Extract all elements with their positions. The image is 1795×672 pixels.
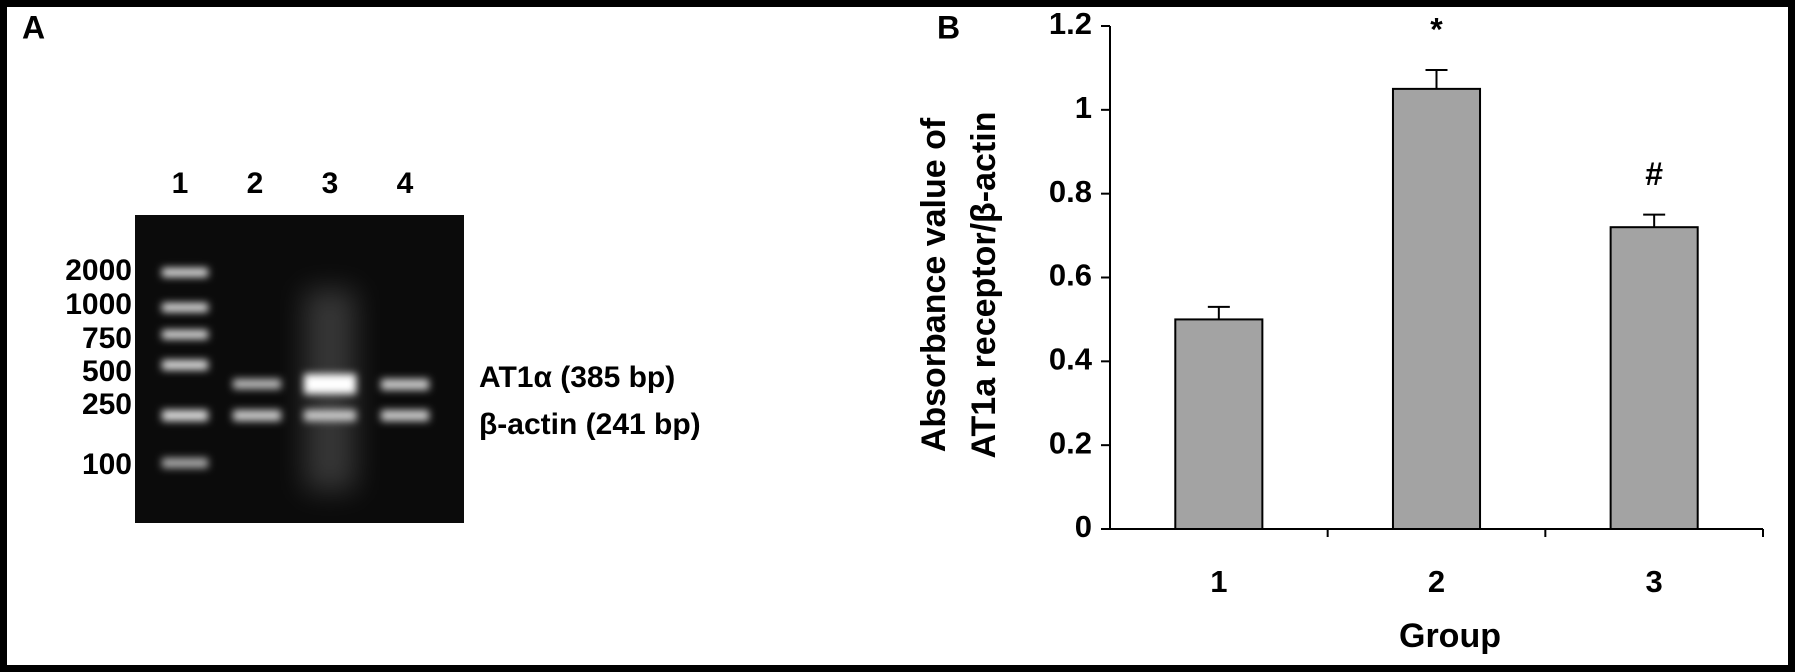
bar-chart: 0 0.2 0.4 0.6 0.8 1 1.2 1 2 3 * #: [1049, 6, 1764, 599]
x-axis-title: Group: [1399, 617, 1501, 655]
x-tick-label: 1: [1210, 564, 1227, 599]
bar: [1174, 318, 1264, 530]
y-axis-title-line: AT1a receptor/β-actin: [965, 112, 1003, 459]
marker-label: 750: [82, 322, 132, 355]
band-label: β-actin (241 bp): [479, 408, 701, 441]
gel-band: [381, 379, 429, 390]
marker-label: 250: [82, 388, 132, 421]
error-bar: [1425, 69, 1448, 89]
y-tick-label: 0.2: [1049, 425, 1092, 460]
band-label: AT1α (385 bp): [479, 361, 675, 394]
error-bar: [1207, 305, 1230, 320]
marker-label: 1000: [65, 288, 132, 321]
ladder-band: [162, 268, 208, 277]
bar: [1609, 226, 1699, 530]
ladder-band: [162, 410, 208, 421]
gel-band: [381, 410, 429, 421]
ladder-band: [162, 303, 208, 312]
x-tick-label: 2: [1428, 564, 1445, 599]
gel-band: [233, 379, 281, 389]
ladder-band: [162, 330, 208, 339]
ladder-band: [162, 360, 208, 370]
significance-mark: #: [1645, 156, 1663, 192]
bar: [1391, 87, 1482, 530]
panel-label: B: [937, 9, 960, 45]
x-tick-label: 3: [1646, 564, 1663, 599]
lane-label: 2: [247, 167, 264, 200]
marker-label: 500: [82, 355, 132, 388]
gel-band: [304, 410, 356, 421]
gel-band: [233, 410, 281, 421]
gel-image: [135, 215, 464, 523]
marker-label: 100: [82, 448, 132, 481]
y-tick-label: 0.8: [1049, 174, 1092, 209]
panel-label: A: [22, 9, 45, 45]
gel-band: [304, 374, 356, 394]
y-tick-label: 1.2: [1049, 6, 1092, 41]
ladder-band: [162, 458, 208, 468]
lane-labels: 1 2 3 4: [172, 167, 414, 200]
y-tick-label: 1: [1075, 90, 1092, 125]
y-tick-label: 0.6: [1049, 258, 1092, 293]
lane-label: 3: [322, 167, 339, 200]
y-tick-label: 0.4: [1049, 342, 1093, 377]
lane-label: 1: [172, 167, 189, 200]
marker-label: 2000: [65, 254, 132, 287]
lane-label: 4: [397, 167, 414, 200]
y-axis-title-line: Absorbance value of: [915, 117, 953, 452]
error-bar: [1643, 213, 1666, 228]
y-tick-label: 0: [1075, 509, 1092, 544]
y-axis-title: Absorbance value of AT1a receptor/β-acti…: [915, 112, 1003, 459]
significance-mark: *: [1430, 11, 1443, 47]
